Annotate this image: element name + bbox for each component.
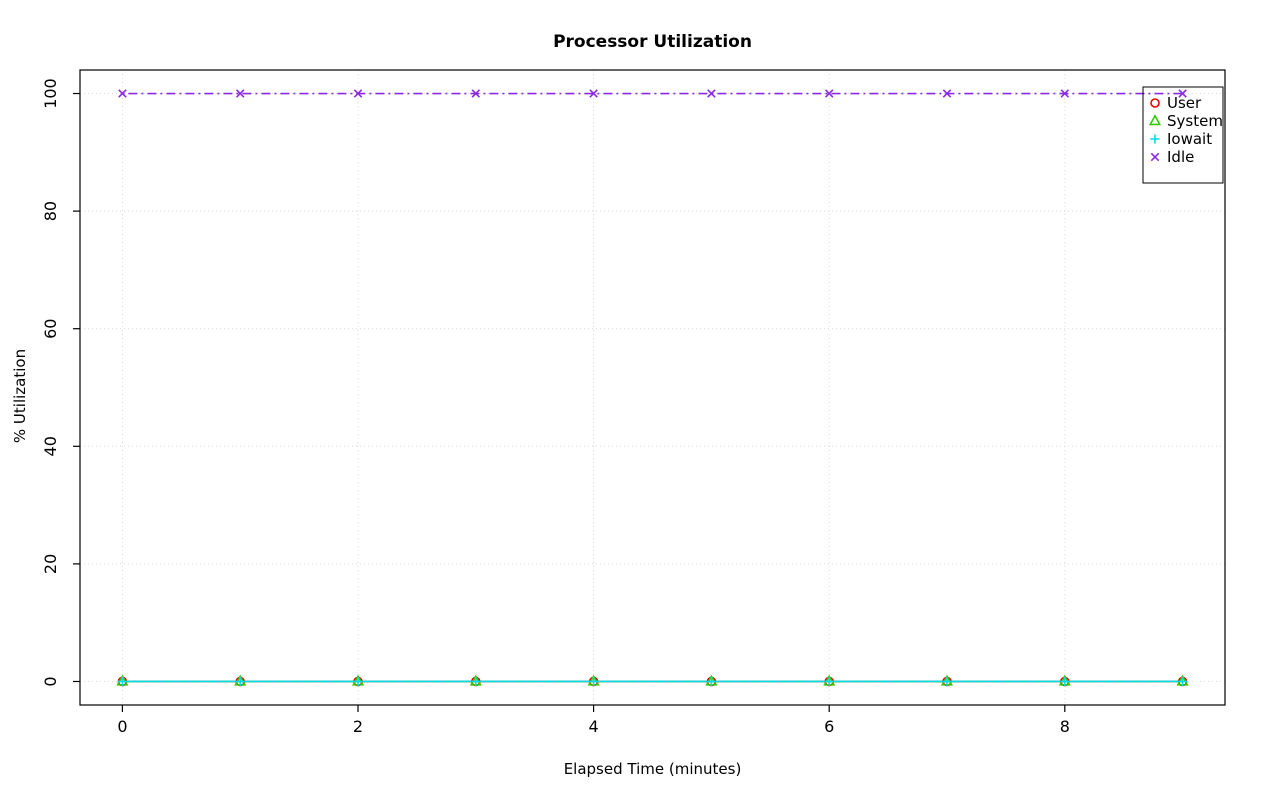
plus-marker — [824, 676, 834, 687]
y-tick-label: 20 — [41, 554, 60, 574]
triangle-marker — [1148, 114, 1162, 126]
legend-label-iowait: Iowait — [1167, 130, 1212, 148]
x-marker — [118, 89, 127, 98]
plus-marker — [1150, 134, 1160, 144]
chart-title: Processor Utilization — [553, 32, 752, 52]
x-marker — [707, 89, 716, 98]
y-tick-label: 80 — [41, 201, 60, 221]
x-marker — [353, 89, 363, 98]
y-axis-label: % Utilization — [11, 348, 29, 444]
plus-marker — [235, 676, 245, 687]
y-tick-label: 40 — [41, 436, 60, 456]
x-marker — [471, 89, 481, 98]
legend-box — [1142, 86, 1224, 184]
x-tick-label: 0 — [117, 717, 127, 736]
plus-marker — [1060, 676, 1070, 687]
legend-label-idle: Idle — [1167, 148, 1194, 166]
plus-marker — [942, 676, 952, 687]
legend-label-system: System — [1167, 112, 1223, 130]
y-tick-label: 0 — [41, 676, 60, 686]
plus-marker — [353, 676, 363, 687]
x-marker — [942, 89, 952, 98]
plus-marker — [706, 676, 716, 687]
x-marker — [1150, 152, 1160, 162]
plot-box — [79, 69, 1226, 706]
plus-marker — [589, 676, 599, 687]
y-tick-label: 60 — [41, 319, 60, 339]
x-marker — [824, 89, 834, 98]
x-marker — [589, 89, 598, 98]
circle-marker — [1150, 98, 1160, 108]
x-tick-label: 2 — [353, 717, 363, 736]
plus-marker — [1177, 676, 1188, 687]
y-tick-label: 100 — [41, 78, 60, 109]
plus-marker — [117, 676, 128, 687]
legend-label-user: User — [1167, 94, 1202, 112]
x-marker — [1178, 89, 1187, 98]
x-tick-label: 6 — [824, 717, 834, 736]
x-axis-label: Elapsed Time (minutes) — [563, 760, 742, 778]
plus-marker — [471, 676, 481, 687]
x-marker — [1060, 89, 1070, 98]
x-marker — [235, 89, 245, 98]
x-tick-label: 4 — [589, 717, 599, 736]
x-tick-label: 8 — [1060, 717, 1070, 736]
